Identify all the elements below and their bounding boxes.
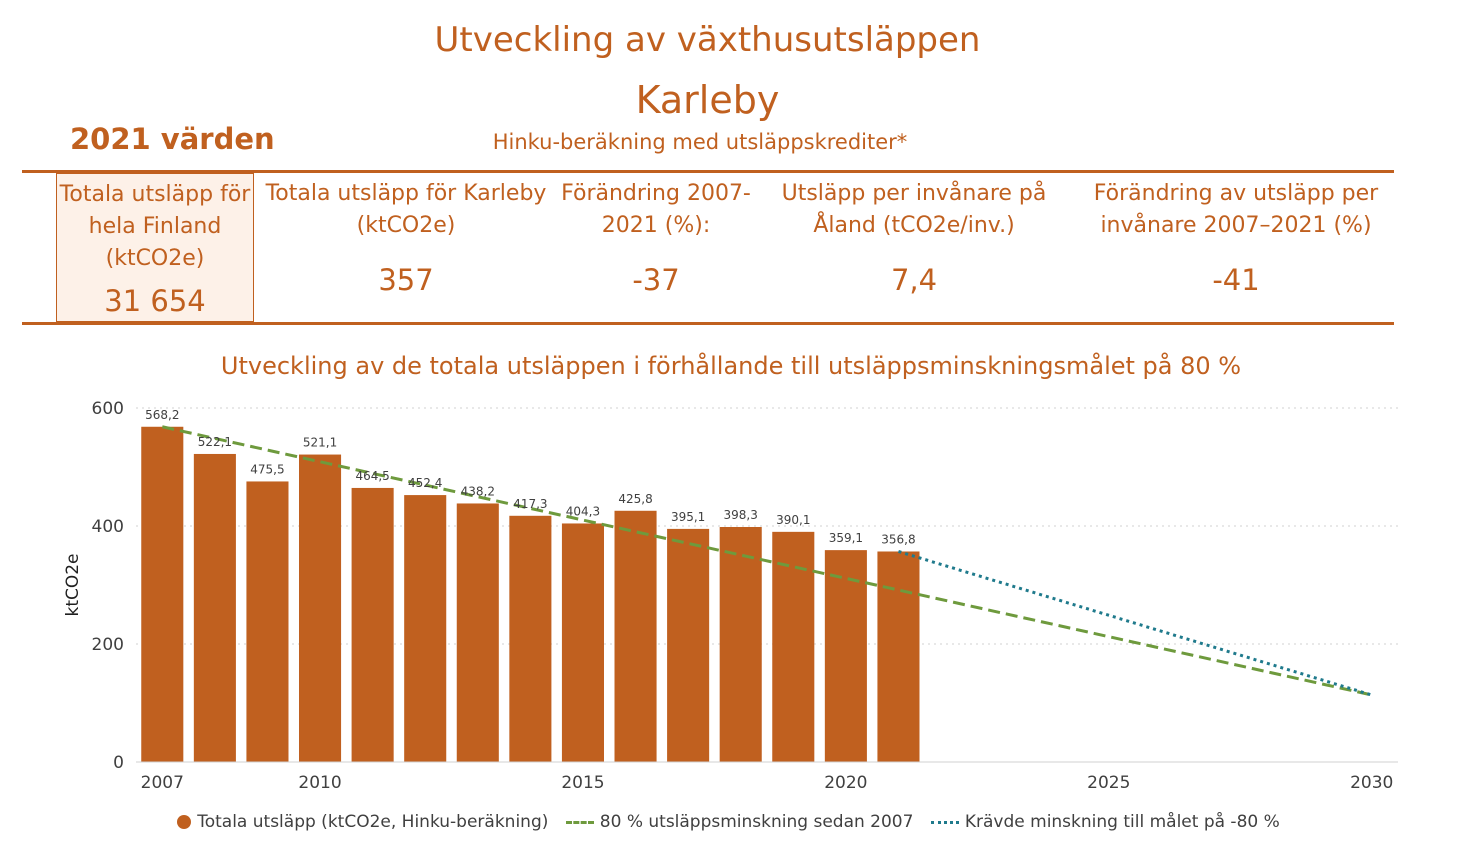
data-label: 425,8 [618, 492, 652, 506]
data-label: 356,8 [881, 532, 915, 546]
y-tick-label: 200 [92, 635, 124, 655]
data-label: 438,2 [461, 484, 495, 498]
bar [456, 503, 499, 762]
target-line [161, 425, 1373, 697]
divider-top [22, 170, 1394, 173]
data-label: 390,1 [776, 513, 810, 527]
stat-value: 7,4 [890, 263, 938, 297]
data-label: 464,5 [355, 469, 389, 483]
bar [351, 487, 394, 762]
stat-value: 357 [378, 263, 434, 297]
stat-change-percent: Förändring 2007-2021 (%): -37 [556, 173, 756, 322]
bar [772, 531, 815, 762]
legend-item-target: 80 % utsläppsminskning sedan 2007 [565, 812, 914, 832]
y-tick-label: 400 [92, 517, 124, 537]
legend-item-required: Krävde minskning till målet på -80 % [930, 812, 1280, 832]
data-label: 521,1 [303, 436, 337, 450]
method-label: Hinku-beräkning med utsläppskrediter* [492, 130, 908, 154]
bar-swatch-icon [177, 815, 192, 829]
legend-label: Krävde minskning till målet på -80 % [964, 812, 1280, 832]
stat-label: Förändring av utsläpp per invånare 2007–… [1093, 181, 1379, 238]
bar-layer [141, 426, 920, 762]
stat-finland-total: Totala utsläpp för hela Finland (ktCO2e)… [56, 173, 254, 322]
data-label: 452,4 [408, 476, 442, 490]
stat-karleby-total: Totala utsläpp för Karleby (ktCO2e) 357 [258, 173, 554, 322]
data-label: 522,1 [198, 435, 232, 449]
data-label: 398,3 [724, 508, 758, 522]
municipality-title: Karleby [635, 78, 780, 122]
bar [246, 481, 289, 762]
dotted-line-icon [930, 820, 959, 824]
legend-label: Totala utsläpp (ktCO2e, Hinku-beräkning) [197, 812, 549, 832]
bar [141, 426, 184, 762]
year-label: 2021 värden [70, 122, 275, 156]
stat-label: Förändring 2007-2021 (%): [561, 181, 751, 238]
stat-value: -41 [1212, 263, 1260, 297]
y-tick-label: 0 [113, 753, 124, 773]
divider-bottom [22, 322, 1394, 325]
bar [561, 523, 604, 762]
x-tick-label: 2030 [1350, 773, 1393, 793]
chart-title: Utveckling av de totala utsläppen i förh… [220, 352, 1242, 380]
line-layer [161, 425, 1373, 697]
axis-layer: 0 200 400 600 2007 2010 2015 2020 2025 2030 ktCO2e [63, 399, 1398, 793]
stats-row: Totala utsläpp för hela Finland (ktCO2e)… [0, 173, 1457, 322]
bar [404, 495, 447, 762]
data-label: 404,3 [566, 504, 600, 518]
stat-value: 31 654 [104, 284, 206, 318]
data-label: 395,1 [671, 510, 705, 524]
stat-per-capita-change: Förändring av utsläpp per invånare 2007–… [1075, 173, 1397, 322]
bar [877, 551, 920, 762]
bar [824, 550, 867, 762]
emissions-chart: 568,2 522,1 475,5 521,1 464,5 452,4 438,2 417,3… [63, 399, 1398, 793]
y-axis-label: ktCO2e [63, 553, 83, 616]
bar [719, 527, 762, 762]
x-tick-label: 2015 [561, 773, 604, 793]
stat-value: -37 [632, 263, 680, 297]
bar [299, 454, 342, 762]
stat-label: Totala utsläpp för Karleby (ktCO2e) [265, 181, 547, 238]
data-label: 417,3 [513, 497, 547, 511]
required-line [898, 550, 1373, 697]
bar [614, 510, 657, 762]
bar [509, 515, 552, 762]
data-label: 359,1 [829, 531, 863, 545]
stat-label: Totala utsläpp för hela Finland (ktCO2e) [59, 182, 251, 271]
legend-item-bars: Totala utsläpp (ktCO2e, Hinku-beräkning) [177, 812, 548, 832]
x-tick-label: 2010 [298, 773, 341, 793]
x-tick-label: 2020 [824, 773, 867, 793]
bar [193, 453, 236, 762]
legend-label: 80 % utsläppsminskning sedan 2007 [599, 812, 914, 832]
label-layer: 568,2 522,1 475,5 521,1 464,5 452,4 438,2 417,3… [145, 408, 916, 547]
data-label: 475,5 [250, 462, 284, 476]
chart-legend: Totala utsläpp (ktCO2e, Hinku-beräkning)… [0, 812, 1457, 832]
y-tick-label: 600 [92, 399, 124, 419]
dashed-line-icon [565, 820, 594, 824]
page-title: Utveckling av växthusutsläppen [434, 20, 981, 60]
bar [667, 528, 710, 762]
data-label: 568,2 [145, 408, 179, 422]
x-tick-label: 2007 [141, 773, 184, 793]
x-tick-label: 2025 [1087, 773, 1130, 793]
stat-label: Utsläpp per invånare på Åland (tCO2e/inv… [781, 181, 1047, 238]
stat-per-capita: Utsläpp per invånare på Åland (tCO2e/inv… [760, 173, 1068, 322]
